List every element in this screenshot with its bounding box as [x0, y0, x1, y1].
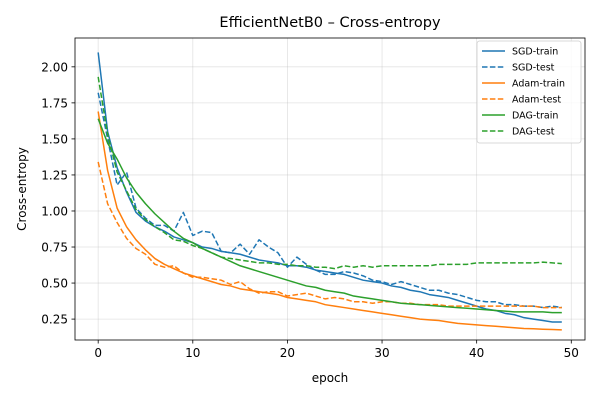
- tick-layer: 0 10 20 30 40 50 0.25 0.50 0.75 1.00 1.25 1.50 1.75 2…: [41, 60, 579, 360]
- y-tick-label: 0.25: [41, 313, 68, 327]
- legend-label: Adam-train: [512, 79, 565, 90]
- series-line-dag-test: [97, 76, 562, 270]
- y-tick-label: 1.75: [41, 96, 68, 110]
- plot-frame: [74, 37, 586, 341]
- legend-label: SGD-test: [512, 63, 555, 74]
- legend-label: SGD-train: [512, 47, 558, 58]
- series-line-adam-train: [97, 111, 562, 331]
- series-line-dag-train: [97, 118, 562, 314]
- series-line-sgd-test: [97, 92, 562, 309]
- y-tick-label: 1.25: [41, 168, 68, 182]
- y-tick-label: 1.00: [41, 204, 68, 218]
- x-tick-label: 0: [94, 346, 102, 360]
- y-axis-title: Cross-entropy: [15, 147, 29, 231]
- x-tick-label: 40: [469, 346, 484, 360]
- series-line-adam-test: [97, 161, 562, 309]
- legend-label: DAG-train: [512, 111, 558, 122]
- grid-layer: [75, 38, 585, 340]
- series-line-sgd-train: [97, 52, 562, 323]
- x-tick-label: 50: [564, 346, 579, 360]
- legend: SGD-train SGD-test Adam-train Adam-test DAG-…: [476, 40, 582, 144]
- y-tick-label: 0.50: [41, 277, 68, 291]
- y-tick-label: 0.75: [41, 241, 68, 255]
- x-tick-label: 20: [280, 346, 295, 360]
- series-layer: [97, 52, 562, 331]
- x-tick-label: 30: [374, 346, 389, 360]
- y-tick-label: 2.00: [41, 60, 68, 74]
- legend-label: Adam-test: [512, 95, 561, 106]
- chart-title: EfficientNetB0 – Cross-entropy: [219, 15, 441, 31]
- legend-label: DAG-test: [512, 127, 555, 138]
- y-tick-label: 1.50: [41, 132, 68, 146]
- x-axis-title: epoch: [312, 371, 349, 385]
- x-tick-label: 10: [185, 346, 200, 360]
